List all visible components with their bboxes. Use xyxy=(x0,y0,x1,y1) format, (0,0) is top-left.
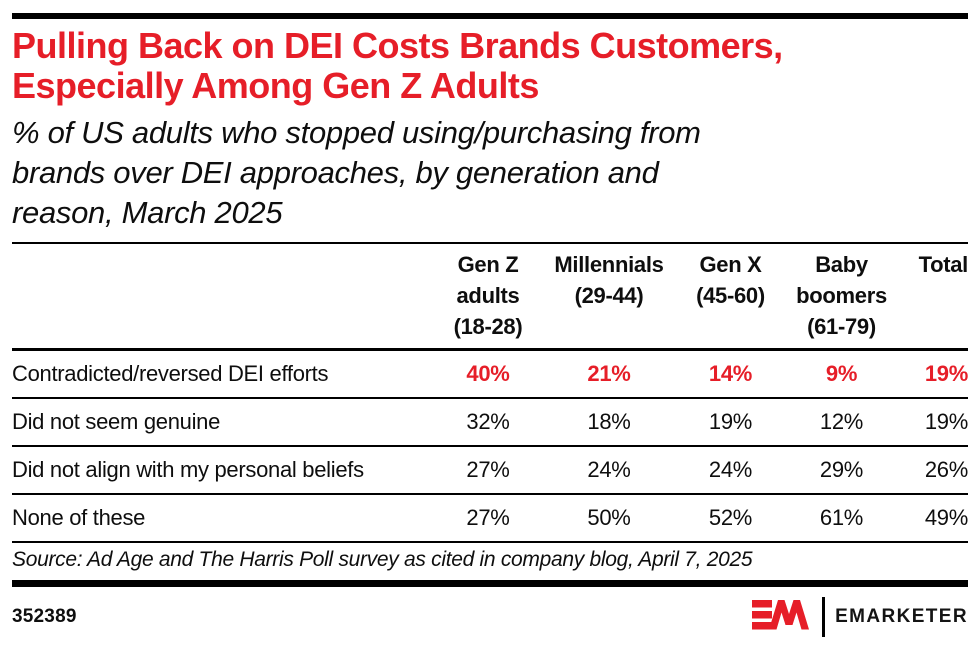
column-header-total: Total xyxy=(918,252,969,277)
footer: 352389 EMARKETER xyxy=(12,595,968,639)
data-table: Gen Z adults (18-28) Millennials (29-44)… xyxy=(12,242,968,543)
table-header-row: Gen Z adults (18-28) Millennials (29-44)… xyxy=(12,243,968,350)
cell-value: 40% xyxy=(466,361,510,386)
cell-value: 49% xyxy=(924,505,968,530)
cell-value: 29% xyxy=(819,457,864,482)
row-label: Did not align with my personal beliefs xyxy=(12,457,364,482)
em-logo-icon xyxy=(752,600,810,630)
column-header-genx: Gen X (45-60) xyxy=(696,252,765,308)
column-header-millennials: Millennials (29-44) xyxy=(554,252,664,308)
chart-id: 352389 xyxy=(12,606,77,627)
table-row: Did not seem genuine 32% 18% 19% 12% 19% xyxy=(12,398,968,446)
cell-value: 24% xyxy=(708,457,753,482)
cell-value: 9% xyxy=(825,361,858,386)
cell-value: 19% xyxy=(708,409,753,434)
row-label: None of these xyxy=(12,505,146,530)
cell-value: 24% xyxy=(587,457,631,482)
brand-name: EMARKETER xyxy=(835,606,968,627)
table-row: None of these 27% 50% 52% 61% 49% xyxy=(12,494,968,542)
cell-value: 26% xyxy=(924,457,968,482)
row-label: Contradicted/reversed DEI efforts xyxy=(12,361,329,386)
column-header-boomers: Baby boomers (61-79) xyxy=(796,252,887,339)
table-row: Contradicted/reversed DEI efforts 40% 21… xyxy=(12,350,968,398)
source-note: Source: Ad Age and The Harris Poll surve… xyxy=(12,548,753,571)
cell-value: 27% xyxy=(466,457,510,482)
column-header-genz: Gen Z adults (18-28) xyxy=(453,252,523,339)
bottom-rule xyxy=(12,580,968,587)
logo-divider xyxy=(822,597,826,637)
page-title: Pulling Back on DEI Costs Brands Custome… xyxy=(12,25,783,106)
table-row: Did not align with my personal beliefs 2… xyxy=(12,446,968,494)
cell-value: 50% xyxy=(587,505,631,530)
page-subtitle: % of US adults who stopped using/purchas… xyxy=(12,115,701,230)
top-rule xyxy=(12,13,968,19)
emarketer-logo: EMARKETER xyxy=(752,595,968,639)
cell-value: 14% xyxy=(708,361,753,386)
row-label: Did not seem genuine xyxy=(12,409,221,434)
cell-value: 32% xyxy=(466,409,510,434)
cell-value: 12% xyxy=(819,409,864,434)
cell-value: 18% xyxy=(587,409,631,434)
cell-value: 61% xyxy=(819,505,864,530)
cell-value: 19% xyxy=(924,409,968,434)
cell-value: 19% xyxy=(924,361,968,386)
column-header-empty xyxy=(12,243,432,350)
cell-value: 27% xyxy=(466,505,510,530)
cell-value: 21% xyxy=(587,361,631,386)
cell-value: 52% xyxy=(708,505,753,530)
